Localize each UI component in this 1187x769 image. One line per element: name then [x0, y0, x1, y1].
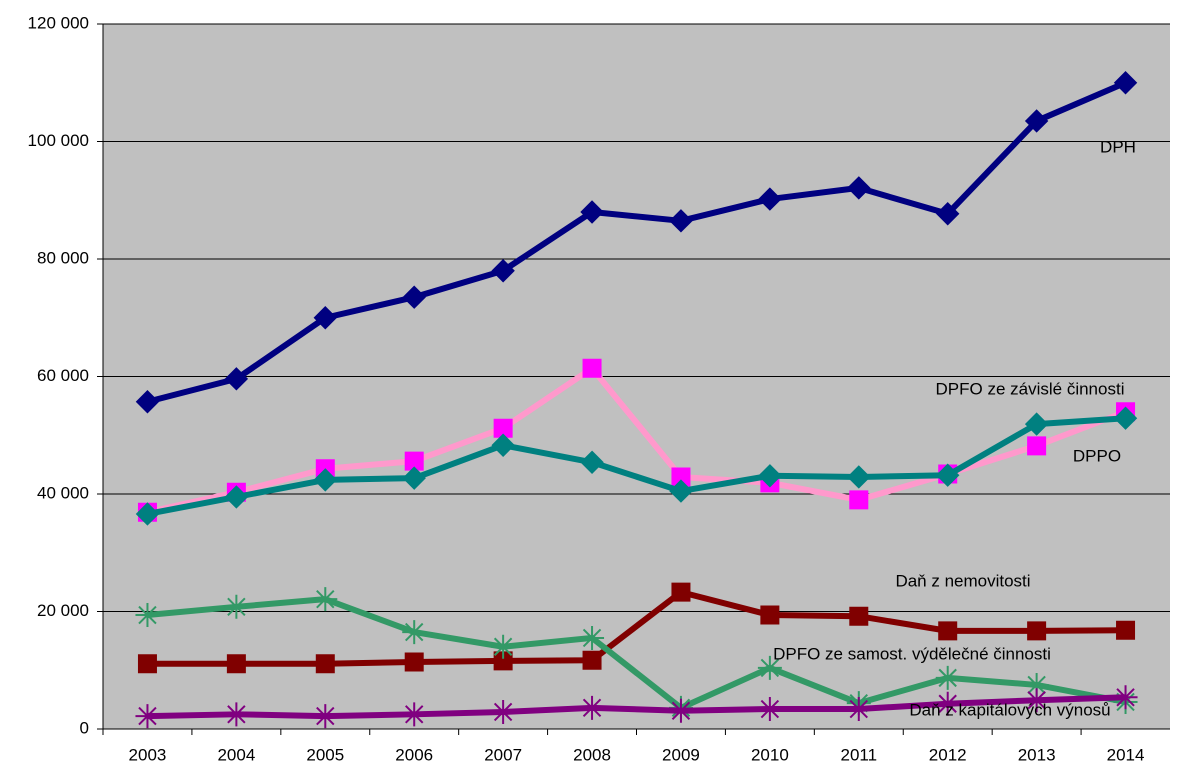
- marker: [1113, 406, 1138, 430]
- series-label: DPH: [1100, 137, 1136, 156]
- marker: [1027, 436, 1047, 456]
- marker: [1027, 621, 1047, 641]
- x-tick-label: 2014: [1107, 745, 1145, 764]
- marker: [315, 654, 335, 674]
- marker: [758, 187, 782, 211]
- marker: [935, 691, 960, 716]
- series-line: [147, 596, 1127, 711]
- series-line: [146, 415, 1126, 517]
- y-tick-label: 0: [80, 718, 89, 737]
- marker: [580, 625, 605, 650]
- marker: [135, 502, 160, 526]
- marker: [1113, 685, 1138, 710]
- y-tick-label: 100 000: [28, 131, 89, 150]
- marker: [493, 418, 513, 438]
- x-tick-label: 2010: [751, 745, 789, 764]
- marker: [849, 606, 869, 626]
- y-tick-label: 80 000: [37, 248, 89, 267]
- marker: [668, 698, 693, 723]
- marker: [402, 620, 427, 645]
- marker: [671, 467, 691, 487]
- marker: [493, 651, 513, 671]
- marker: [758, 464, 782, 488]
- x-tick-label: 2008: [573, 745, 611, 764]
- marker: [847, 465, 871, 489]
- marker: [580, 695, 605, 720]
- x-tick-label: 2011: [841, 745, 878, 764]
- marker: [582, 650, 602, 670]
- y-tick-label: 60 000: [37, 366, 89, 385]
- marker: [491, 433, 515, 457]
- marker: [1024, 109, 1049, 133]
- marker: [313, 468, 337, 492]
- marker: [135, 704, 160, 729]
- marker: [938, 621, 958, 641]
- marker: [669, 209, 693, 233]
- marker: [757, 697, 782, 722]
- marker: [760, 605, 780, 625]
- marker: [404, 652, 424, 672]
- marker: [402, 285, 426, 309]
- marker: [135, 603, 160, 628]
- marker: [1116, 620, 1136, 640]
- x-tick-label: 2003: [129, 745, 167, 764]
- marker: [936, 202, 960, 226]
- marker: [135, 390, 160, 414]
- y-tick-label: 20 000: [37, 601, 89, 620]
- series-line: [147, 694, 1126, 720]
- marker: [847, 176, 871, 200]
- x-tick-label: 2009: [662, 745, 700, 764]
- x-tick-label: 2005: [306, 745, 344, 764]
- series-line: [147, 589, 1126, 667]
- marker: [580, 450, 604, 474]
- marker: [669, 479, 693, 503]
- marker: [402, 702, 427, 727]
- marker: [580, 200, 604, 224]
- marker: [1024, 412, 1049, 436]
- marker: [1024, 672, 1049, 697]
- x-tick-label: 2004: [217, 745, 255, 764]
- series-label: Daň z nemovitosti: [895, 571, 1030, 590]
- marker: [491, 699, 516, 724]
- x-tick-label: 2012: [929, 745, 967, 764]
- series-label: DPPO: [1073, 446, 1121, 465]
- y-tick-label: 40 000: [37, 483, 89, 502]
- series-label: DPFO ze závislé činnosti: [936, 379, 1125, 398]
- marker: [1113, 71, 1138, 95]
- marker: [849, 490, 869, 510]
- x-tick-label: 2013: [1018, 745, 1056, 764]
- series-line: [146, 79, 1127, 405]
- marker: [226, 654, 246, 674]
- marker: [313, 704, 338, 729]
- marker: [671, 582, 691, 602]
- marker: [491, 259, 515, 283]
- marker: [224, 367, 249, 391]
- marker: [402, 466, 426, 490]
- marker: [1024, 688, 1049, 713]
- x-tick-label: 2007: [484, 745, 522, 764]
- series-label: DPFO ze samost. výdělečné činnosti: [773, 644, 1051, 663]
- marker: [224, 702, 249, 727]
- series-label: Daň z kapitálových výnosů: [909, 700, 1110, 719]
- marker: [313, 306, 337, 330]
- marker: [404, 451, 424, 471]
- marker: [846, 697, 871, 722]
- marker: [582, 358, 602, 378]
- x-tick-label: 2006: [395, 745, 433, 764]
- marker: [757, 655, 782, 680]
- marker: [224, 594, 249, 619]
- marker: [137, 654, 157, 674]
- marker: [313, 587, 338, 612]
- marker: [935, 665, 960, 690]
- marker: [936, 463, 960, 487]
- marker: [491, 634, 516, 659]
- marker: [224, 485, 249, 509]
- y-tick-label: 120 000: [28, 13, 89, 32]
